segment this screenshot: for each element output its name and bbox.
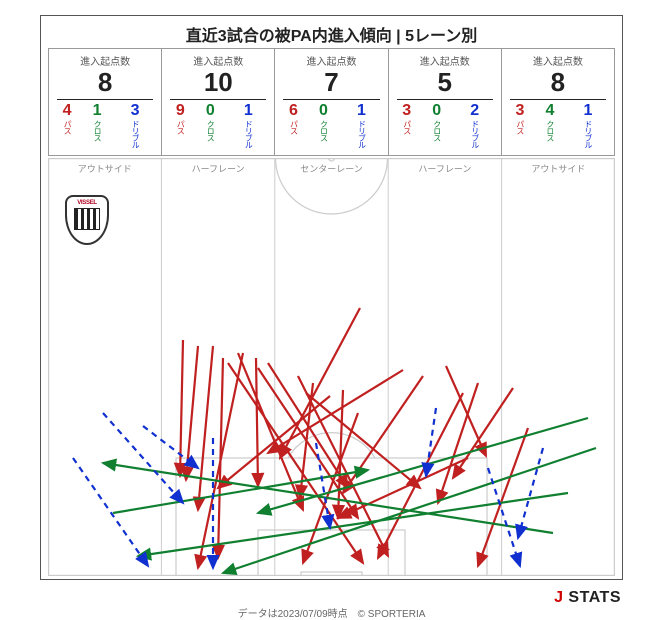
lane-header: 進入起点数: [391, 53, 499, 68]
pitch: [48, 158, 615, 576]
bd-dribble: 2ドリブル: [459, 103, 491, 148]
lane-total: 5: [391, 68, 499, 97]
lane-total: 8: [504, 68, 612, 97]
lane-header: 進入起点数: [504, 53, 612, 68]
chart-container: 直近3試合の被PA内進入傾向 | 5レーン別 進入起点数84パス1クロス3ドリブ…: [0, 0, 663, 611]
lane-2: 進入起点数7 6パス 0クロス 1ドリブル: [274, 48, 387, 156]
lane-header: 進入起点数: [277, 53, 385, 68]
lane-total: 8: [51, 68, 159, 97]
lane-0: 進入起点数8 4パス 1クロス 3ドリブル: [48, 48, 161, 156]
lane-header: 進入起点数: [51, 53, 159, 68]
lane-breakdown: 6パス 0クロス 1ドリブル: [277, 103, 385, 148]
pitch-svg: [48, 158, 615, 576]
chart-title: 直近3試合の被PA内進入傾向 | 5レーン別: [0, 22, 663, 46]
bd-cross: 0クロス: [198, 103, 222, 148]
badge-shield: VISSEL: [65, 195, 109, 245]
lane-divider: [57, 99, 153, 100]
bd-pass: 3パス: [399, 103, 415, 148]
bd-pass: 3パス: [512, 103, 528, 148]
badge-stripes: [74, 208, 100, 230]
bd-cross: 0クロス: [312, 103, 336, 148]
lane-total: 7: [277, 68, 385, 97]
lane-summary-row: 進入起点数84パス1クロス3ドリブル進入起点数109パス0クロス1ドリブル進入起…: [48, 48, 615, 156]
lane-header: 進入起点数: [164, 53, 272, 68]
bd-pass: 6パス: [286, 103, 302, 148]
lane-1: 進入起点数10 9パス 0クロス 1ドリブル: [161, 48, 274, 156]
bd-pass: 9パス: [172, 103, 188, 148]
footer-logo: J STATS: [554, 589, 621, 607]
bd-dribble: 1ドリブル: [572, 103, 604, 148]
lane-divider: [510, 99, 606, 100]
lane-3: 進入起点数5 3パス 0クロス 2ドリブル: [388, 48, 501, 156]
team-badge: VISSEL: [65, 195, 109, 245]
bd-dribble: 1ドリブル: [232, 103, 264, 148]
bd-cross: 1クロス: [85, 103, 109, 148]
logo-rest: STATS: [563, 589, 621, 606]
pitch-lines: [49, 158, 615, 576]
lane-divider: [283, 99, 379, 100]
lane-breakdown: 3パス 0クロス 2ドリブル: [391, 103, 499, 148]
lane-divider: [170, 99, 266, 100]
bd-cross: 4クロス: [538, 103, 562, 148]
bd-pass: 4パス: [59, 103, 75, 148]
footer-note: データは2023/07/09時点 © SPORTERIA: [238, 605, 426, 620]
lane-total: 10: [164, 68, 272, 97]
lane-divider: [397, 99, 493, 100]
lane-breakdown: 3パス 4クロス 1ドリブル: [504, 103, 612, 148]
lane-breakdown: 4パス 1クロス 3ドリブル: [51, 103, 159, 148]
badge-label: VISSEL: [77, 200, 97, 206]
bd-dribble: 1ドリブル: [346, 103, 378, 148]
lane-4: 進入起点数8 3パス 4クロス 1ドリブル: [501, 48, 615, 156]
lane-breakdown: 9パス 0クロス 1ドリブル: [164, 103, 272, 148]
bd-dribble: 3ドリブル: [119, 103, 151, 148]
bd-cross: 0クロス: [425, 103, 449, 148]
